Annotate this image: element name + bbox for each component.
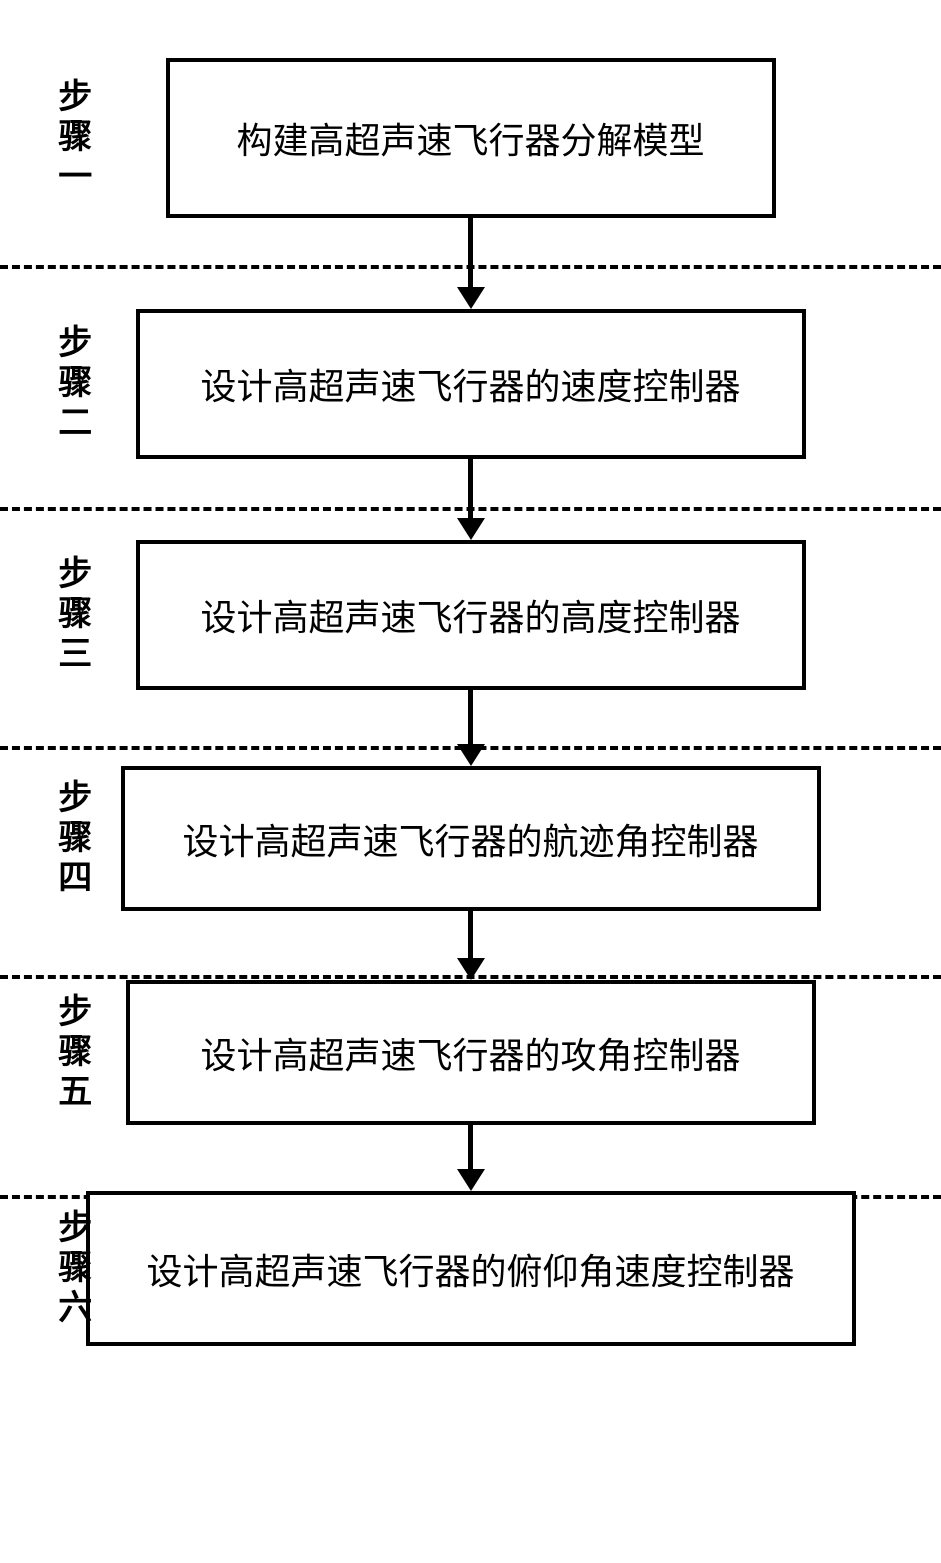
dashed-line-1 <box>0 265 941 269</box>
step-2-section: 步骤二 设计高超声速飞行器的速度控制器 <box>30 309 911 459</box>
step-6-label: 步骤六 <box>50 1209 91 1329</box>
arrow-5 <box>30 1125 911 1191</box>
step-5-label: 步骤五 <box>50 993 91 1113</box>
step-1-label: 步骤一 <box>50 78 91 198</box>
step-5-text: 设计高超声速飞行器的攻角控制器 <box>200 1027 740 1079</box>
step-3-label: 步骤三 <box>50 555 91 675</box>
arrow-1-shape <box>457 218 485 309</box>
arrow-2 <box>30 459 911 540</box>
arrow-5-head <box>457 1169 485 1191</box>
flowchart-container: 步骤一 构建高超声速飞行器分解模型 步骤二 设计高超声速飞行器的速度控制器 步骤… <box>0 0 941 1563</box>
arrow-5-line <box>468 1125 473 1170</box>
arrow-5-shape <box>457 1125 485 1191</box>
step-3-section: 步骤三 设计高超声速飞行器的高度控制器 <box>30 540 911 690</box>
step-6-box: 设计高超声速飞行器的俯仰角速度控制器 <box>86 1191 856 1346</box>
step-3-text: 设计高超声速飞行器的高度控制器 <box>200 589 740 641</box>
arrow-2-head <box>457 518 485 540</box>
step-1-section: 步骤一 构建高超声速飞行器分解模型 <box>30 58 911 218</box>
dashed-line-4 <box>0 975 941 979</box>
step-2-label: 步骤二 <box>50 324 91 444</box>
arrow-1-head <box>457 287 485 309</box>
step-4-text: 设计高超声速飞行器的航迹角控制器 <box>182 813 758 865</box>
step-1-box: 构建高超声速飞行器分解模型 <box>166 58 776 218</box>
step-6-text: 设计高超声速飞行器的俯仰角速度控制器 <box>146 1243 794 1295</box>
arrow-3-shape <box>457 690 485 766</box>
step-1-text: 构建高超声速飞行器分解模型 <box>236 112 704 164</box>
arrow-4-line <box>468 911 473 959</box>
arrow-4 <box>30 911 911 980</box>
step-2-text: 设计高超声速飞行器的速度控制器 <box>200 358 740 410</box>
dashed-line-3 <box>0 746 941 750</box>
step-5-box: 设计高超声速飞行器的攻角控制器 <box>126 980 816 1125</box>
arrow-3 <box>30 690 911 766</box>
step-2-box: 设计高超声速飞行器的速度控制器 <box>136 309 806 459</box>
step-4-section: 步骤四 设计高超声速飞行器的航迹角控制器 <box>30 766 911 911</box>
step-4-label: 步骤四 <box>50 779 91 899</box>
step-5-section: 步骤五 设计高超声速飞行器的攻角控制器 <box>30 980 911 1125</box>
step-3-box: 设计高超声速飞行器的高度控制器 <box>136 540 806 690</box>
arrow-3-line <box>468 690 473 745</box>
dashed-line-2 <box>0 507 941 511</box>
step-4-box: 设计高超声速飞行器的航迹角控制器 <box>121 766 821 911</box>
step-6-section: 步骤六 设计高超声速飞行器的俯仰角速度控制器 <box>30 1191 911 1346</box>
arrow-1-line <box>468 218 473 288</box>
arrow-2-shape <box>457 459 485 540</box>
arrow-1 <box>30 218 911 309</box>
arrow-4-shape <box>457 911 485 980</box>
